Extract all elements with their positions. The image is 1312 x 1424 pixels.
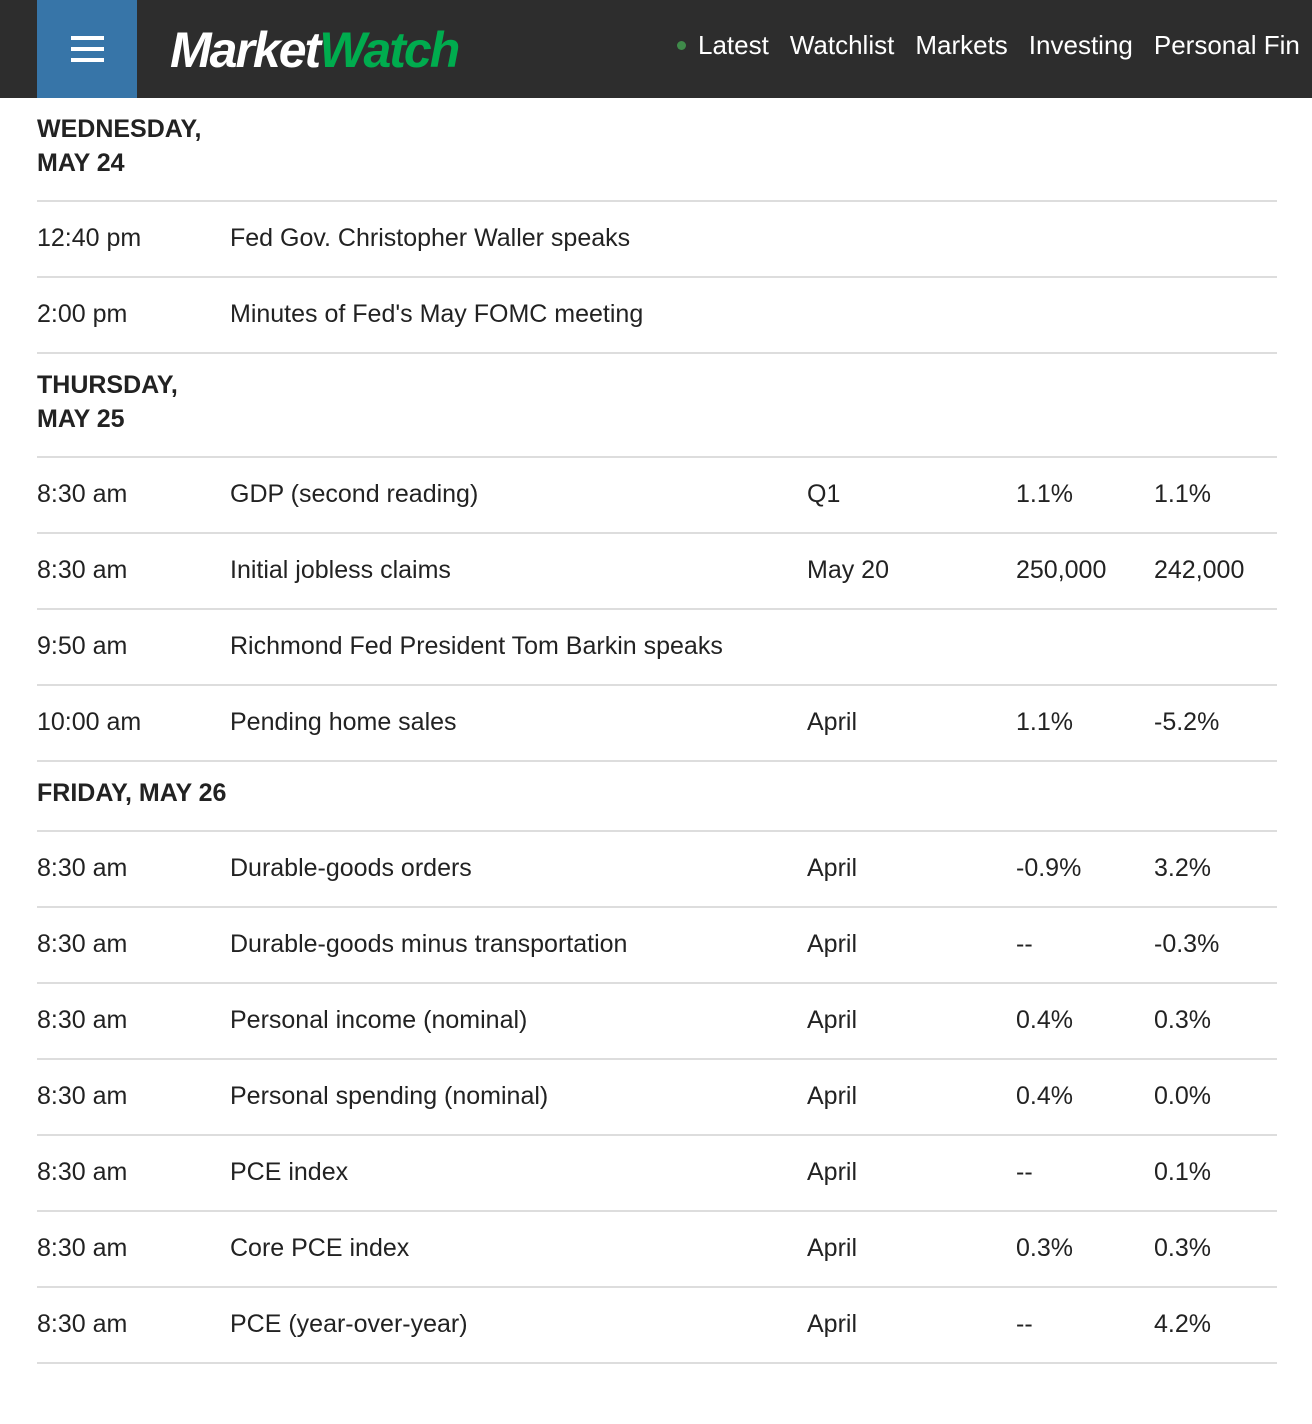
cell-forecast: -- bbox=[1016, 1310, 1033, 1338]
cell-previous: -5.2% bbox=[1154, 708, 1220, 736]
economic-calendar-table: WEDNESDAY, MAY 24 12:40 pm Fed Gov. Christ… bbox=[37, 98, 1277, 1364]
hamburger-menu-icon[interactable] bbox=[37, 0, 137, 98]
cell-forecast: 250,000 bbox=[1016, 556, 1107, 584]
cell-previous: 1.1% bbox=[1154, 480, 1211, 508]
cell-time: 8:30 am bbox=[37, 1006, 128, 1034]
cell-period: May 20 bbox=[807, 556, 889, 584]
cell-event: Fed Gov. Christopher Waller speaks bbox=[230, 224, 631, 252]
cell-time: 8:30 am bbox=[37, 1234, 128, 1262]
logo-watch: Watch bbox=[319, 22, 460, 78]
cell-time: 8:30 am bbox=[37, 1310, 128, 1338]
cell-time: 8:30 am bbox=[37, 930, 128, 958]
day-header: THURSDAY, MAY 25 bbox=[37, 354, 1277, 458]
table-row: 8:30 am PCE index April -- 0.1% bbox=[37, 1136, 1277, 1212]
cell-time: 2:00 pm bbox=[37, 300, 128, 328]
cell-forecast: 0.3% bbox=[1016, 1234, 1073, 1262]
cell-time: 8:30 am bbox=[37, 556, 128, 584]
day-header: WEDNESDAY, MAY 24 bbox=[37, 98, 1277, 202]
cell-previous: 0.3% bbox=[1154, 1006, 1211, 1034]
cell-previous: -0.3% bbox=[1154, 930, 1220, 958]
cell-forecast: 0.4% bbox=[1016, 1006, 1073, 1034]
cell-previous: 3.2% bbox=[1154, 854, 1211, 882]
cell-previous: 0.1% bbox=[1154, 1158, 1211, 1186]
logo-market: Market bbox=[170, 22, 321, 78]
cell-event: Durable-goods minus transportation bbox=[230, 930, 628, 958]
cell-time: 8:30 am bbox=[37, 1082, 128, 1110]
cell-event: Minutes of Fed's May FOMC meeting bbox=[230, 300, 644, 328]
cell-event: Initial jobless claims bbox=[230, 556, 451, 584]
cell-period: April bbox=[807, 1158, 858, 1186]
cell-time: 9:50 am bbox=[37, 632, 128, 660]
cell-event: GDP (second reading) bbox=[230, 480, 479, 508]
live-dot-icon bbox=[677, 41, 686, 50]
cell-event: PCE (year-over-year) bbox=[230, 1310, 468, 1338]
table-row: 10:00 am Pending home sales April 1.1% -5.2% bbox=[37, 686, 1277, 762]
table-row: 9:50 am Richmond Fed President Tom Barkin… bbox=[37, 610, 1277, 686]
table-row: 8:30 am Initial jobless claims May 20 250,0… bbox=[37, 534, 1277, 610]
day-label: WEDNESDAY, MAY 24 bbox=[37, 115, 202, 177]
cell-period: April bbox=[807, 930, 858, 958]
cell-period: April bbox=[807, 854, 858, 882]
nav-watchlist[interactable]: Watchlist bbox=[789, 30, 895, 60]
cell-time: 10:00 am bbox=[37, 708, 142, 736]
nav-latest[interactable]: Latest bbox=[698, 30, 769, 60]
table-row: 12:40 pm Fed Gov. Christopher Waller spea… bbox=[37, 202, 1277, 278]
table-row: 8:30 am Personal spending (nominal) April 0… bbox=[37, 1060, 1277, 1136]
cell-event: Durable-goods orders bbox=[230, 854, 472, 882]
cell-previous: 242,000 bbox=[1154, 556, 1245, 584]
marketwatch-logo[interactable]: MarketWatch bbox=[170, 20, 460, 80]
cell-forecast: 0.4% bbox=[1016, 1082, 1073, 1110]
cell-period: April bbox=[807, 1310, 858, 1338]
cell-period: April bbox=[807, 1234, 858, 1262]
nav-links: Latest Watchlist Markets Investing Perso… bbox=[677, 30, 1312, 61]
cell-time: 8:30 am bbox=[37, 480, 128, 508]
cell-event: Pending home sales bbox=[230, 708, 457, 736]
cell-forecast: 1.1% bbox=[1016, 480, 1073, 508]
nav-personal-finance[interactable]: Personal Fin bbox=[1153, 30, 1300, 60]
cell-period: Q1 bbox=[807, 480, 841, 508]
cell-event: PCE index bbox=[230, 1158, 349, 1186]
cell-event: Personal income (nominal) bbox=[230, 1006, 528, 1034]
table-row: 8:30 am PCE (year-over-year) April -- 4.2% bbox=[37, 1288, 1277, 1364]
top-nav-bar: MarketWatch Latest Watchlist Markets Inv… bbox=[0, 0, 1312, 98]
cell-previous: 0.0% bbox=[1154, 1082, 1211, 1110]
cell-previous: 0.3% bbox=[1154, 1234, 1211, 1262]
day-header: FRIDAY, MAY 26 bbox=[37, 762, 1277, 832]
cell-period: April bbox=[807, 1006, 858, 1034]
nav-investing[interactable]: Investing bbox=[1028, 30, 1133, 60]
cell-forecast: -0.9% bbox=[1016, 854, 1082, 882]
table-row: 8:30 am Durable-goods orders April -0.9% 3.2… bbox=[37, 832, 1277, 908]
cell-forecast: -- bbox=[1016, 1158, 1033, 1186]
cell-event: Richmond Fed President Tom Barkin speaks bbox=[230, 632, 723, 660]
nav-markets[interactable]: Markets bbox=[915, 30, 1008, 60]
cell-event: Personal spending (nominal) bbox=[230, 1082, 549, 1110]
table-row: 8:30 am GDP (second reading) Q1 1.1% 1.1% bbox=[37, 458, 1277, 534]
cell-previous: 4.2% bbox=[1154, 1310, 1211, 1338]
table-row: 2:00 pm Minutes of Fed's May FOMC meeting bbox=[37, 278, 1277, 354]
table-row: 8:30 am Durable-goods minus transportatio… bbox=[37, 908, 1277, 984]
day-label: FRIDAY, MAY 26 bbox=[37, 779, 227, 807]
cell-time: 8:30 am bbox=[37, 854, 128, 882]
cell-time: 12:40 pm bbox=[37, 224, 142, 252]
table-row: 8:30 am Core PCE index April 0.3% 0.3% bbox=[37, 1212, 1277, 1288]
cell-event: Core PCE index bbox=[230, 1234, 410, 1262]
day-label: THURSDAY, MAY 25 bbox=[37, 371, 178, 433]
cell-period: April bbox=[807, 1082, 858, 1110]
cell-period: April bbox=[807, 708, 858, 736]
cell-forecast: 1.1% bbox=[1016, 708, 1073, 736]
cell-time: 8:30 am bbox=[37, 1158, 128, 1186]
cell-forecast: -- bbox=[1016, 930, 1033, 958]
table-row: 8:30 am Personal income (nominal) April 0.4… bbox=[37, 984, 1277, 1060]
